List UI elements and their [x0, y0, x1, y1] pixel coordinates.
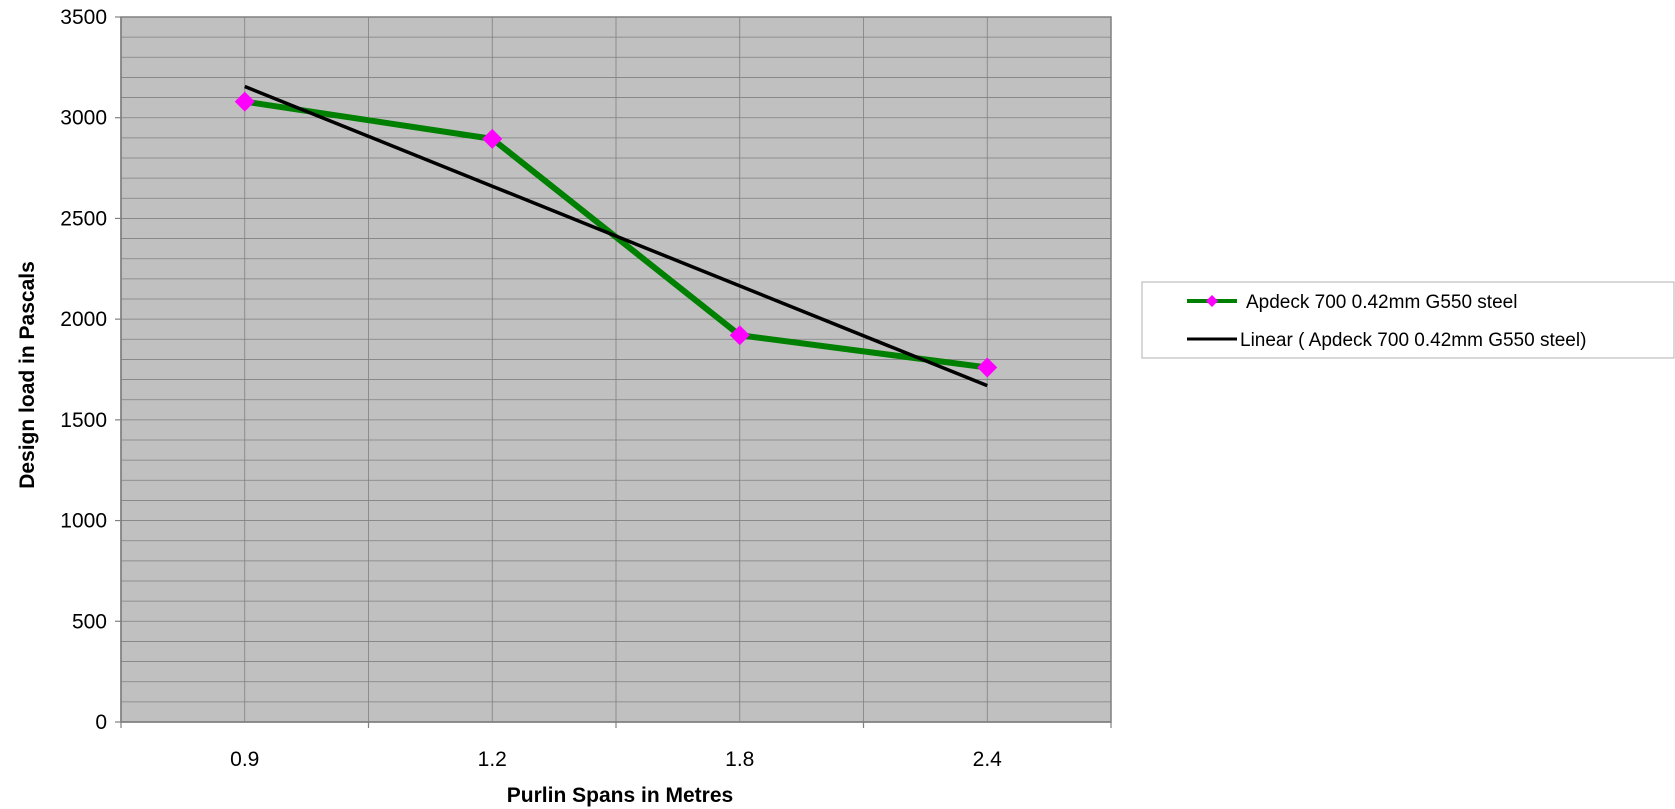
- legend-box: [1141, 281, 1675, 359]
- y-tick-label: 1500: [60, 409, 107, 432]
- legend-label-trendline: Linear ( Apdeck 700 0.42mm G550 steel): [1240, 330, 1586, 351]
- y-tick-label: 0: [95, 711, 107, 734]
- data-point-marker: [234, 91, 255, 112]
- y-tick-label: 1000: [60, 510, 107, 533]
- y-tick-label: 2000: [60, 308, 107, 331]
- y-tick-label: 3000: [60, 107, 107, 130]
- x-axis-title: Purlin Spans in Metres: [507, 784, 733, 807]
- y-tick-label: 3500: [60, 6, 107, 29]
- y-tick-label: 2500: [60, 207, 107, 230]
- x-tick-label: 1.8: [725, 748, 754, 771]
- data-point-marker: [977, 357, 998, 378]
- legend-marker-diamond: [1206, 295, 1218, 307]
- series-layer: [234, 84, 998, 388]
- legend-label-series: Apdeck 700 0.42mm G550 steel: [1246, 292, 1517, 313]
- x-tick-label: 0.9: [230, 748, 259, 771]
- data-point-marker: [729, 325, 750, 346]
- y-tick-label: 500: [72, 610, 107, 633]
- data-point-marker: [482, 128, 503, 149]
- x-tick-label: 2.4: [973, 748, 1003, 771]
- grid: [121, 17, 1111, 722]
- axes: 0 500 1000 1500 2000 2500 3000 3500 0.9 1.2 1.8 2.4: [60, 6, 1112, 771]
- legend: Apdeck 700 0.42mm G550 steel Linear ( Ap…: [1141, 281, 1675, 359]
- x-tick-label: 1.2: [478, 748, 507, 771]
- trendline: [244, 84, 988, 388]
- y-axis-title: Design load in Pascals: [16, 261, 39, 489]
